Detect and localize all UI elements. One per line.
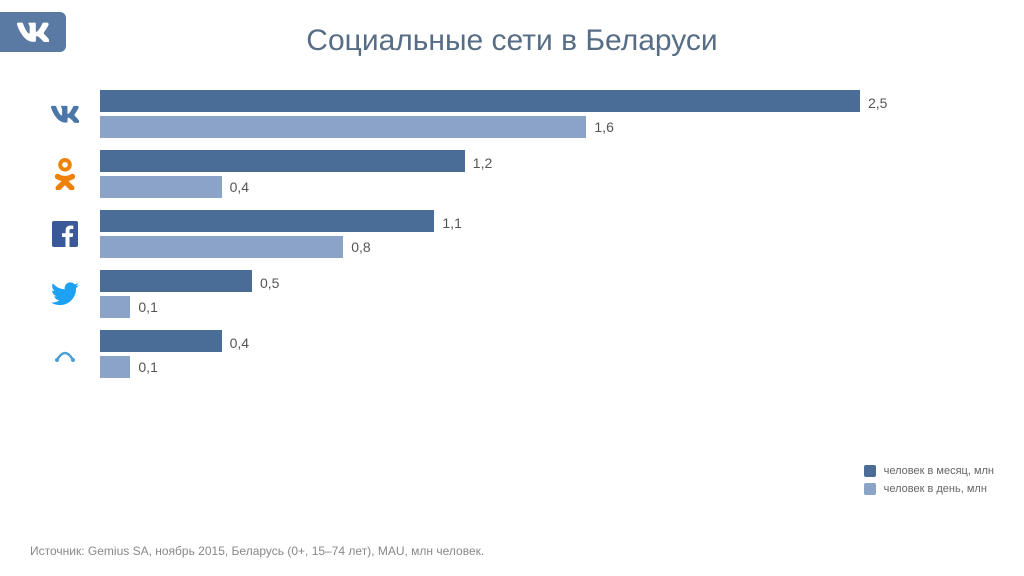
bar-daily xyxy=(100,296,130,318)
bar-monthly xyxy=(100,330,222,352)
value-monthly: 1,2 xyxy=(473,155,492,171)
vk-icon xyxy=(30,105,100,123)
legend-label-monthly: человек в месяц, млн xyxy=(884,465,994,477)
value-monthly: 0,4 xyxy=(230,335,249,351)
legend: человек в месяц, млн человек в день, млн xyxy=(864,465,994,501)
bar-monthly xyxy=(100,90,860,112)
ok-icon xyxy=(30,158,100,190)
tw-icon xyxy=(30,282,100,306)
bar-group: 1,2 0,4 xyxy=(100,150,980,198)
bar-daily xyxy=(100,116,586,138)
value-daily: 0,4 xyxy=(230,179,249,195)
bar-monthly xyxy=(100,270,252,292)
bar-daily xyxy=(100,236,343,258)
value-daily: 0,1 xyxy=(138,359,157,375)
bar-monthly xyxy=(100,150,465,172)
value-monthly: 0,5 xyxy=(260,275,279,291)
value-monthly: 2,5 xyxy=(868,95,887,111)
chart-row-lj: 0,4 0,1 xyxy=(30,330,980,378)
legend-swatch-daily xyxy=(864,483,876,495)
chart-row-fb: 1,1 0,8 xyxy=(30,210,980,258)
bar-daily xyxy=(100,356,130,378)
value-daily: 0,1 xyxy=(138,299,157,315)
value-daily: 0,8 xyxy=(351,239,370,255)
legend-monthly: человек в месяц, млн xyxy=(864,465,994,477)
value-daily: 1,6 xyxy=(594,119,613,135)
fb-icon xyxy=(30,221,100,247)
bar-group: 0,4 0,1 xyxy=(100,330,980,378)
bar-chart: 2,5 1,6 1,2 0,4 1,1 0,8 0,5 0,1 0,4 0,1 xyxy=(30,90,980,390)
source-text: Источник: Gemius SA, ноябрь 2015, Белару… xyxy=(30,544,484,558)
bar-group: 2,5 1,6 xyxy=(100,90,980,138)
bar-group: 1,1 0,8 xyxy=(100,210,980,258)
bar-monthly xyxy=(100,210,434,232)
value-monthly: 1,1 xyxy=(442,215,461,231)
legend-label-daily: человек в день, млн xyxy=(884,483,987,495)
chart-row-tw: 0,5 0,1 xyxy=(30,270,980,318)
bar-group: 0,5 0,1 xyxy=(100,270,980,318)
chart-row-vk: 2,5 1,6 xyxy=(30,90,980,138)
legend-daily: человек в день, млн xyxy=(864,483,994,495)
chart-row-ok: 1,2 0,4 xyxy=(30,150,980,198)
legend-swatch-monthly xyxy=(864,465,876,477)
lj-icon xyxy=(30,341,100,367)
bar-daily xyxy=(100,176,222,198)
chart-title: Социальные сети в Беларуси xyxy=(0,24,1024,58)
